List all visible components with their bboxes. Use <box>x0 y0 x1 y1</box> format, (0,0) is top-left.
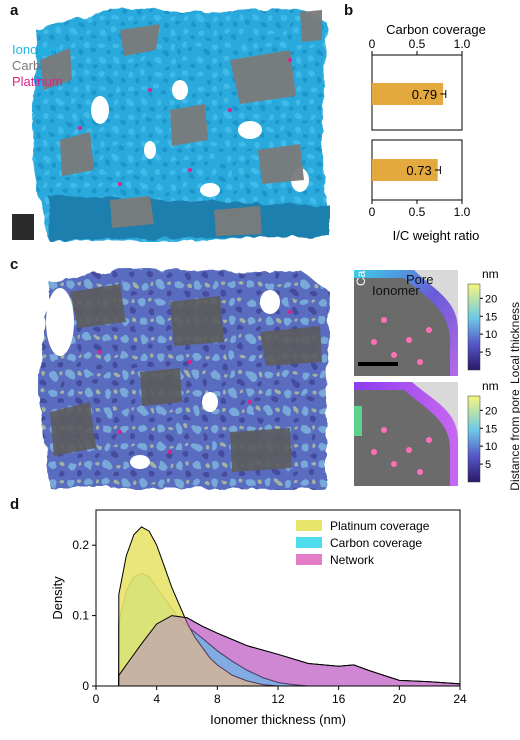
legend-ionomer: Ionomer <box>12 42 60 57</box>
colorbar-tick-label: 20 <box>485 293 497 305</box>
x-axis-label: Ionomer thickness (nm) <box>210 712 346 727</box>
legend-platinum: Platinum <box>12 74 63 89</box>
colorbar-top-unit: nm <box>482 267 499 281</box>
legend-carbon: Carbon <box>12 58 55 73</box>
colorbar-tick-label: 10 <box>485 329 497 341</box>
ionomer-3d-rendering <box>12 6 330 242</box>
top-axis-tick-label: 1.0 <box>454 37 471 51</box>
y-tick-label: 0.1 <box>72 609 89 623</box>
local-thickness-rendering <box>38 268 330 490</box>
scale-bar <box>358 362 398 366</box>
inset-pore-label: Pore <box>406 272 434 287</box>
carbon-coverage-bar <box>372 83 444 105</box>
panel-c-letter: c <box>10 256 19 273</box>
inset-ionomer-label: Ionomer <box>372 283 420 298</box>
x-tick-label: 4 <box>153 692 160 706</box>
legend-label: Network <box>330 553 375 567</box>
top-axis-tick-label: 0.5 <box>409 37 426 51</box>
local-thickness-inset <box>354 270 458 376</box>
panel-d-letter: d <box>10 496 20 513</box>
x-tick-label: 16 <box>332 692 346 706</box>
ic-ratio-xlabel: I/C weight ratio <box>393 228 480 243</box>
x-tick-label: 8 <box>214 692 221 706</box>
colorbar-bottom <box>467 395 481 483</box>
x-tick-label: 0 <box>93 692 100 706</box>
density-overlap-network <box>118 615 461 687</box>
panel-b-letter: b <box>344 2 354 19</box>
legend-swatch <box>296 554 322 565</box>
top-axis: 0 0.5 1.0 <box>369 37 471 55</box>
colorbar-tick-label: 5 <box>485 459 491 471</box>
legend-swatch <box>296 520 322 531</box>
panel-a-letter: a <box>10 2 19 19</box>
density-area-platinum-coverage <box>118 526 279 687</box>
scale-cube <box>12 214 34 240</box>
colorbar-tick-label: 20 <box>485 405 497 417</box>
panel-a-legend: Ionomer Carbon Platinum <box>12 42 63 90</box>
y-tick-label: 0 <box>82 679 89 693</box>
carbon-coverage-data-label: 0.79 <box>412 87 437 102</box>
inset-carbon-label: Carbon <box>354 246 368 286</box>
colorbar-top <box>467 283 481 371</box>
thickness-density-chart: 0 4 8 12 16 20 24 0 0.1 0.2 Ionomer thickness (nm)… <box>50 509 467 727</box>
top-axis-tick-label: 0 <box>369 37 376 51</box>
x-tick-label: 20 <box>393 692 407 706</box>
bar-charts-coverage: Carbon coverage 0 0.5 1.0 0.79 0.73 0 0.5 1.… <box>369 22 486 243</box>
ic-ratio-bar <box>372 159 438 181</box>
x-tick-label: 12 <box>271 692 285 706</box>
legend-label: Platinum coverage <box>330 519 430 533</box>
y-tick-label: 0.2 <box>72 538 89 552</box>
bottom-axis-tick-label: 0 <box>369 205 376 219</box>
colorbar-tick-label: 5 <box>485 347 491 359</box>
carbon-coverage-title: Carbon coverage <box>386 22 486 37</box>
legend-label: Carbon coverage <box>330 536 422 550</box>
colorbar-tick-label: 15 <box>485 311 497 323</box>
colorbar-tick-label: 15 <box>485 423 497 435</box>
bottom-axis-tick-label: 0.5 <box>409 205 426 219</box>
colorbar-bottom-unit: nm <box>482 379 499 393</box>
bottom-axis-tick-label: 1.0 <box>454 205 471 219</box>
colorbar-bottom-label: Distance from pore <box>508 389 520 491</box>
ic-ratio-data-label: 0.73 <box>406 163 431 178</box>
colorbars: nm 20 15 10 5 nm 20 15 10 5 <box>467 267 499 483</box>
distance-from-pore-inset <box>354 382 458 486</box>
bottom-axis: 0 0.5 1.0 <box>369 200 471 219</box>
colorbar-tick-label: 10 <box>485 441 497 453</box>
x-tick-label: 24 <box>453 692 467 706</box>
y-axis-label: Density <box>50 576 65 620</box>
legend-swatch <box>296 537 322 548</box>
